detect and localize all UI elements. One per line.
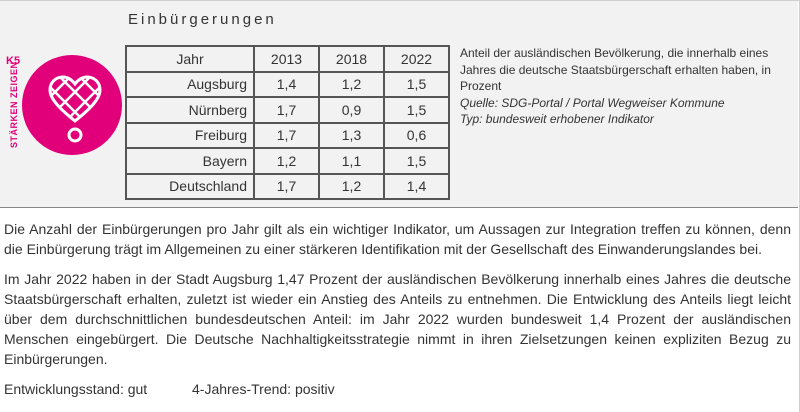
source-note: Quelle: SDG-Portal / Portal Wegweiser Ko… — [460, 95, 725, 110]
table-header-row: Jahr 2013 2018 2022 — [125, 45, 450, 73]
table-cell: 0,6 — [383, 121, 450, 149]
table-cell: 1,5 — [383, 147, 450, 175]
row-label: Bayern — [125, 147, 255, 175]
table-cell: 1,7 — [253, 96, 320, 124]
map-pin-heart-icon — [48, 75, 102, 143]
table-cell: 1,2 — [318, 172, 385, 200]
status-row: Entwicklungsstand: gut 4-Jahres-Trend: p… — [4, 381, 335, 397]
staerken-zeigen-logo: STÄRKEN ZEIGEN K5 — [6, 53, 122, 163]
column-header: Jahr — [125, 45, 255, 73]
indicator-header-panel: Einbürgerungen STÄRKEN ZEIGEN K5 — [0, 1, 798, 208]
logo-vertical-text: STÄRKEN ZEIGEN — [9, 61, 19, 148]
table-row: Bayern 1,2 1,1 1,5 — [125, 147, 450, 175]
paragraph: Im Jahr 2022 haben in der Stadt Augsburg… — [4, 271, 791, 367]
table-cell: 1,7 — [253, 121, 320, 149]
column-header: 2022 — [383, 45, 450, 73]
table-cell: 1,5 — [383, 96, 450, 124]
type-note: Typ: bundesweit erhobener Indikator — [460, 112, 654, 126]
table-cell: 1,4 — [253, 70, 320, 98]
paragraph: Die Anzahl der Einbürgerungen pro Jahr g… — [4, 221, 791, 257]
table-row: Freiburg 1,7 1,3 0,6 — [125, 121, 450, 149]
description-text: Anteil der ausländischen Bevölkerung, di… — [460, 46, 771, 93]
table-row: Deutschland 1,7 1,2 1,4 — [125, 172, 450, 200]
four-year-trend: 4-Jahres-Trend: positiv — [192, 381, 335, 397]
column-header: 2013 — [253, 45, 320, 73]
table-cell: 1,7 — [253, 172, 320, 200]
indicator-description: Anteil der ausländischen Bevölkerung, di… — [460, 45, 790, 128]
table-cell: 1,4 — [383, 172, 450, 200]
development-status: Entwicklungsstand: gut — [4, 381, 148, 397]
section-title: Einbürgerungen — [128, 11, 277, 28]
table-cell: 1,2 — [253, 147, 320, 175]
table-cell: 1,5 — [383, 70, 450, 98]
table-cell: 0,9 — [318, 96, 385, 124]
column-header: 2018 — [318, 45, 385, 73]
row-label: Augsburg — [125, 70, 255, 98]
logo-badge: K5 — [6, 55, 21, 67]
row-label: Nürnberg — [125, 96, 255, 124]
table-cell: 1,1 — [318, 147, 385, 175]
row-label: Freiburg — [125, 121, 255, 149]
body-text: Die Anzahl der Einbürgerungen pro Jahr g… — [4, 219, 791, 379]
table-cell: 1,2 — [318, 70, 385, 98]
logo-circle — [22, 55, 122, 155]
row-label: Deutschland — [125, 172, 255, 200]
table-row: Augsburg 1,4 1,2 1,5 — [125, 70, 450, 98]
table-row: Nürnberg 1,7 0,9 1,5 — [125, 96, 450, 124]
table-cell: 1,3 — [318, 121, 385, 149]
indicator-table: Jahr 2013 2018 2022 Augsburg 1,4 1,2 1,5… — [125, 45, 450, 200]
